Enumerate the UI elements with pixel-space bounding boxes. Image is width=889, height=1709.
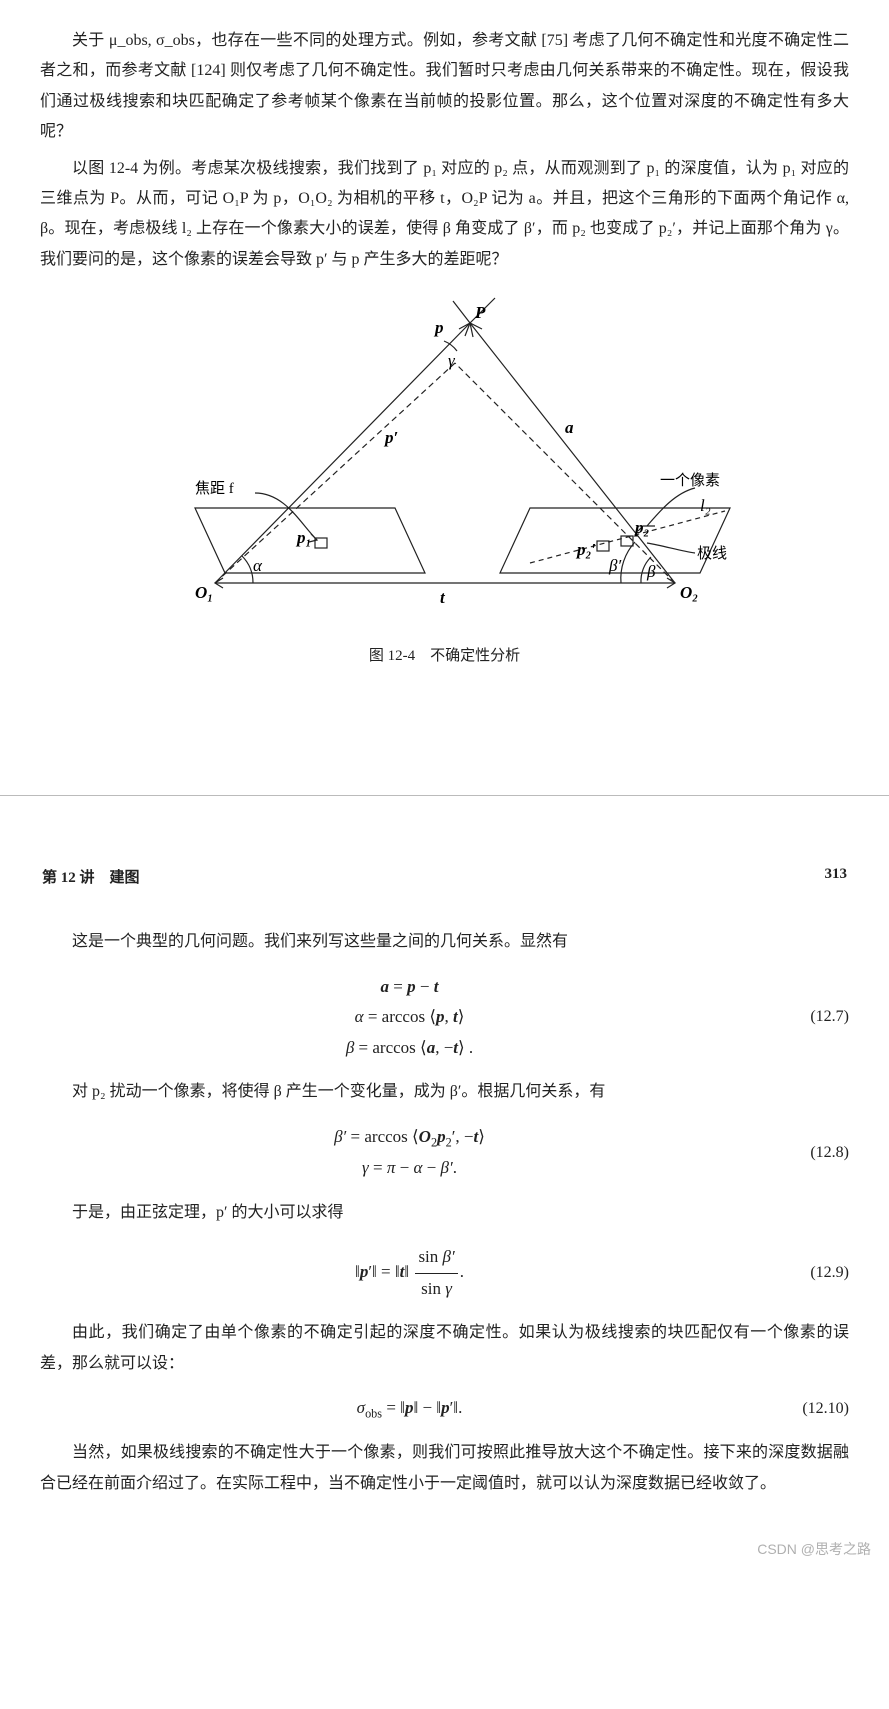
page-divider <box>0 795 889 796</box>
equation-12-8: β′ = arccos ⟨O2p2′, −t⟩ γ = π − α − β′. … <box>40 1122 849 1184</box>
uncertainty-diagram: O₁ O₂ P p p′ a t p₁ p₂ p₂′ α β β′ γ l₂ 焦… <box>135 293 755 633</box>
page2-para4: 由此，我们确定了由单个像素的不确定引起的深度不确定性。如果认为极线搜索的块匹配仅… <box>40 1318 849 1379</box>
label-l2: l₂ <box>700 496 711 515</box>
page2-para3: 于是，由正弦定理，p′ 的大小可以求得 <box>40 1198 849 1228</box>
label-P: P <box>474 303 486 322</box>
label-pprime: p′ <box>383 428 398 447</box>
page-2: 第 12 讲 建图 313 这是一个典型的几何问题。我们来列写这些量之间的几何关… <box>0 846 889 1535</box>
page-header: 第 12 讲 建图 313 <box>40 866 849 887</box>
equation-12-9: ‖p′‖ = ‖t‖ sin β′ sin γ . (12.9) <box>40 1242 849 1304</box>
label-O2: O₂ <box>680 583 698 602</box>
label-p1: p₁ <box>295 528 311 547</box>
page2-para1: 这是一个典型的几何问题。我们来列写这些量之间的几何关系。显然有 <box>40 927 849 957</box>
label-a: a <box>565 418 574 437</box>
figure-caption: 图 12-4 不确定性分析 <box>40 644 849 665</box>
header-page-number: 313 <box>825 866 848 887</box>
label-alpha: α <box>253 556 263 575</box>
header-left: 第 12 讲 建图 <box>42 866 140 887</box>
equation-12-10: σobs = ‖p‖ − ‖p′‖. (12.10) <box>40 1393 849 1424</box>
label-focal: 焦距 f <box>195 480 234 497</box>
eqnum-12-7: (12.7) <box>779 1008 849 1026</box>
eqnum-12-8: (12.8) <box>779 1144 849 1162</box>
label-epiline: 极线 <box>697 545 727 562</box>
label-t: t <box>440 588 446 607</box>
figure-12-4: O₁ O₂ P p p′ a t p₁ p₂ p₂′ α β β′ γ l₂ 焦… <box>40 293 849 665</box>
label-pixel: 一个像素 <box>660 472 720 489</box>
equation-12-7: a = p − t α = arccos ⟨p, t⟩ β = arccos ⟨… <box>40 972 849 1064</box>
label-p2: p₂ <box>633 518 650 537</box>
page-1: 关于 μ_obs, σ_obs，也存在一些不同的处理方式。例如，参考文献 [75… <box>0 0 889 705</box>
label-p2prime: p₂′ <box>575 540 596 559</box>
page2-para5: 当然，如果极线搜索的不确定性大于一个像素，则我们可按照此推导放大这个不确定性。接… <box>40 1438 849 1499</box>
label-O1: O₁ <box>195 583 213 602</box>
watermark: CSDN @思考之路 <box>0 1539 889 1559</box>
label-beta: β <box>646 562 656 581</box>
label-betaprime: β′ <box>608 556 621 575</box>
eqnum-12-10: (12.10) <box>779 1400 849 1418</box>
paragraph-1: 关于 μ_obs, σ_obs，也存在一些不同的处理方式。例如，参考文献 [75… <box>40 26 849 148</box>
eqnum-12-9: (12.9) <box>779 1264 849 1282</box>
paragraph-2: 以图 12-4 为例。考虑某次极线搜索，我们找到了 p₁ 对应的 p₂ 点，从而… <box>40 154 849 276</box>
label-p: p <box>433 318 444 337</box>
label-gamma: γ <box>448 351 456 370</box>
page2-para2: 对 p₂ 扰动一个像素，将使得 β 产生一个变化量，成为 β′。根据几何关系，有 <box>40 1077 849 1107</box>
